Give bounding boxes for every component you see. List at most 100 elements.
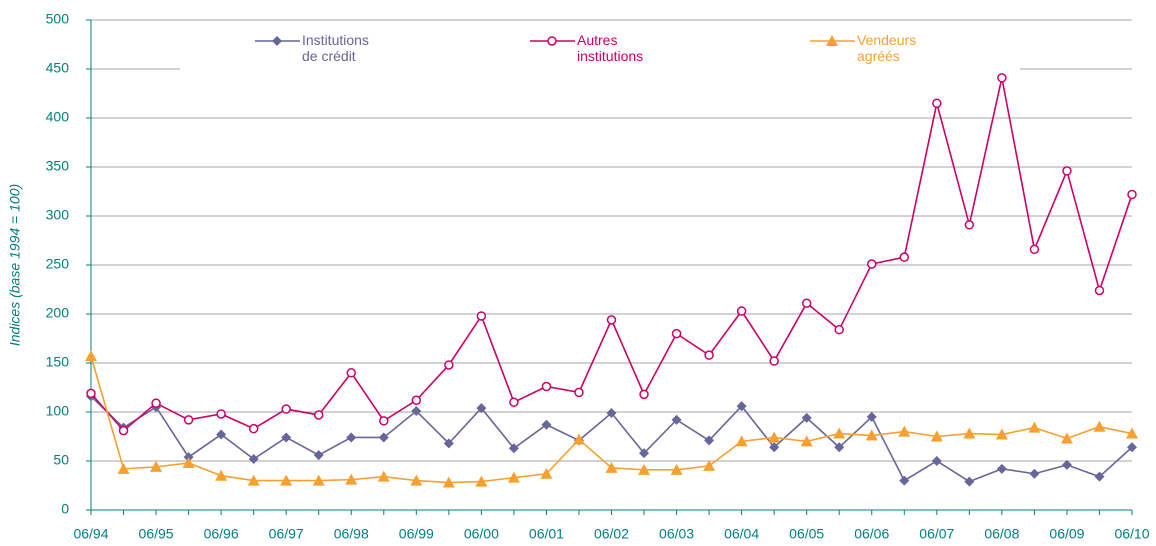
legend-marker [547,36,557,46]
data-point [572,433,585,445]
data-point [801,298,812,308]
data-point [1029,468,1040,479]
y-tick-label: 200 [46,305,70,321]
data-point [1060,432,1073,444]
data-point [735,435,748,447]
data-point [443,438,454,449]
y-tick-label: 350 [46,158,70,174]
data-point [703,459,716,471]
legend-marker [272,36,282,46]
data-point [476,403,487,414]
x-tick-label: 06/03 [659,526,694,542]
data-point [312,474,325,486]
data-point [800,435,813,447]
data-point [899,252,910,262]
data-point [313,410,324,420]
data-point [736,401,747,412]
data-point [670,463,683,475]
data-point [507,471,520,483]
y-tick-label: 500 [46,11,70,27]
data-point [606,315,617,325]
data-point [899,475,910,486]
y-tick-label: 300 [46,207,70,223]
data-point [867,259,877,269]
x-tick-label: 06/94 [73,526,108,542]
data-point [833,427,846,439]
data-point [932,98,942,109]
data-point [704,435,715,446]
x-tick-label: 06/01 [529,526,564,542]
data-point [86,388,96,399]
legend-label: Vendeurs agréés [857,32,917,64]
data-point [769,442,780,453]
data-point [639,389,649,400]
data-point [671,414,682,425]
y-tick-label: 150 [46,354,70,370]
data-point [281,404,291,414]
x-tick-label: 06/06 [854,526,889,542]
data-point [639,448,650,459]
data-point [216,429,227,440]
data-point [476,311,487,321]
data-point [151,398,161,408]
data-point [508,443,519,454]
data-point [704,350,714,360]
y-tick-label: 450 [46,60,70,76]
data-point [117,462,130,474]
legend-marker [826,35,838,46]
data-point [930,430,943,442]
data-point [313,450,324,461]
data-point [1094,285,1105,296]
y-tick-label: 100 [46,403,70,419]
data-point [1028,421,1041,433]
x-tick-label: 06/04 [724,526,759,542]
data-point [540,467,553,479]
data-point [834,442,845,453]
data-point [378,432,389,443]
y-tick-label: 400 [46,109,70,125]
data-point [248,423,259,434]
data-point [118,425,129,436]
data-point [377,470,390,482]
data-point [410,474,423,486]
data-point [605,461,618,473]
data-point [931,456,942,466]
data-point [444,360,454,370]
data-point [541,381,552,392]
legend-box [180,26,1020,74]
data-point [1126,427,1138,439]
data-point [475,475,488,487]
data-point [997,73,1007,83]
x-tick-label: 06/07 [919,526,954,542]
data-point [346,432,357,443]
data-point [574,387,584,398]
data-point [638,463,651,475]
data-point [834,324,844,335]
x-tick-label: 06/02 [594,526,629,542]
data-point [866,411,877,422]
data-point [801,412,812,423]
data-point [85,350,97,362]
data-point [541,419,552,430]
data-point [379,416,389,426]
data-point [442,476,455,488]
x-tick-label: 06/96 [204,526,239,542]
data-point [411,395,422,405]
x-tick-label: 06/99 [399,526,434,542]
data-point [216,409,226,419]
data-point [769,356,779,366]
y-tick-label: 0 [61,501,69,517]
x-tick-label: 06/98 [334,526,369,542]
data-point [215,469,228,481]
data-point [996,463,1007,474]
x-tick-label: 06/05 [789,526,824,542]
data-point [1062,166,1072,176]
data-point [898,425,911,437]
data-point [963,427,976,439]
data-point [964,476,975,487]
data-point [150,460,163,472]
x-tick-label: 06/09 [1049,526,1084,542]
data-point [281,432,292,443]
